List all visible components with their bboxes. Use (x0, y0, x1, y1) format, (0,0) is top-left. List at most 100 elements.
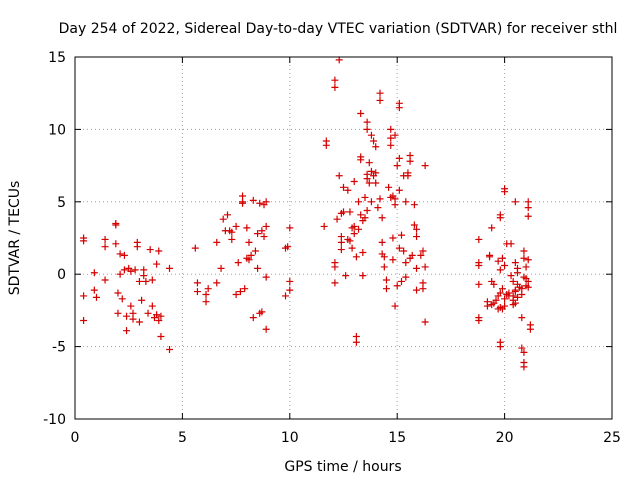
data-point (397, 277, 405, 285)
data-point (475, 235, 483, 243)
data-point (135, 277, 143, 285)
data-point (382, 276, 390, 284)
data-point (475, 317, 483, 325)
data-point (406, 157, 414, 165)
data-point (376, 89, 384, 97)
data-point (135, 318, 143, 326)
data-point (120, 251, 128, 259)
grid-layer (75, 57, 612, 419)
data-point (251, 247, 259, 255)
data-point (518, 314, 526, 322)
data-point (346, 237, 354, 245)
data-point (232, 290, 240, 298)
data-point (101, 235, 109, 243)
data-point (413, 264, 421, 272)
data-point (331, 83, 339, 91)
data-point (501, 295, 509, 303)
data-point (146, 246, 154, 254)
data-point (352, 253, 360, 261)
data-point (254, 230, 262, 238)
data-point (335, 56, 343, 64)
data-point (524, 256, 532, 264)
data-point (363, 206, 371, 214)
data-point (217, 264, 225, 272)
data-point (204, 285, 212, 293)
data-point (258, 227, 266, 235)
data-point (511, 198, 519, 206)
data-point (92, 293, 100, 301)
data-point (395, 104, 403, 112)
data-point (417, 251, 425, 259)
x-tick-label: 20 (496, 430, 514, 446)
data-point (490, 280, 498, 288)
y-axis-label: SDTVAR / TECUs (7, 181, 23, 296)
data-point (219, 215, 227, 223)
data-point (359, 248, 367, 256)
data-point (361, 193, 369, 201)
data-point (363, 125, 371, 133)
data-point (331, 279, 339, 287)
data-point (395, 186, 403, 194)
data-point (509, 277, 517, 285)
data-point (144, 309, 152, 317)
data-point (142, 277, 150, 285)
data-point (157, 312, 165, 320)
data-point (367, 167, 375, 175)
data-point (112, 221, 120, 229)
data-point (501, 302, 509, 310)
x-tick-label: 25 (603, 430, 621, 446)
data-point (419, 279, 427, 287)
data-point (153, 311, 161, 319)
x-tick-label: 5 (178, 430, 187, 446)
data-point (245, 238, 253, 246)
data-point (421, 318, 429, 326)
data-point (116, 250, 124, 258)
data-point (385, 183, 393, 191)
plot-frame (74, 56, 613, 420)
data-point (389, 256, 397, 264)
data-points (80, 56, 534, 371)
data-point (367, 131, 375, 139)
data-point (395, 244, 403, 252)
data-point (410, 201, 418, 209)
data-point (421, 162, 429, 170)
data-point (391, 302, 399, 310)
data-point (367, 198, 375, 206)
data-point (350, 178, 358, 186)
data-point (234, 259, 242, 267)
data-point (475, 280, 483, 288)
data-point (372, 179, 380, 187)
data-point (224, 211, 232, 219)
data-point (112, 240, 120, 248)
data-point (387, 141, 395, 149)
data-point (397, 231, 405, 239)
data-point (413, 225, 421, 233)
data-point (286, 224, 294, 232)
data-point (148, 276, 156, 284)
data-point (378, 214, 386, 222)
data-point (496, 266, 504, 274)
data-point (80, 292, 88, 300)
chart-title: Day 254 of 2022, Sidereal Day-to-day VTE… (59, 21, 618, 37)
data-point (520, 247, 528, 255)
data-point (524, 283, 532, 291)
data-point (387, 125, 395, 133)
data-point (90, 269, 98, 277)
data-point (413, 286, 421, 294)
data-point (202, 298, 210, 306)
data-point (337, 246, 345, 254)
data-point (245, 256, 253, 264)
data-point (331, 263, 339, 271)
data-point (157, 332, 165, 340)
data-point (372, 169, 380, 177)
data-point (262, 325, 270, 333)
data-point (372, 143, 380, 151)
y-tick-label: 15 (48, 50, 66, 66)
data-point (524, 204, 532, 212)
y-tick-label: 10 (48, 122, 66, 138)
data-point (114, 309, 122, 317)
data-point (494, 257, 502, 265)
data-point (243, 224, 251, 232)
data-point (350, 222, 358, 230)
data-point (518, 285, 526, 293)
